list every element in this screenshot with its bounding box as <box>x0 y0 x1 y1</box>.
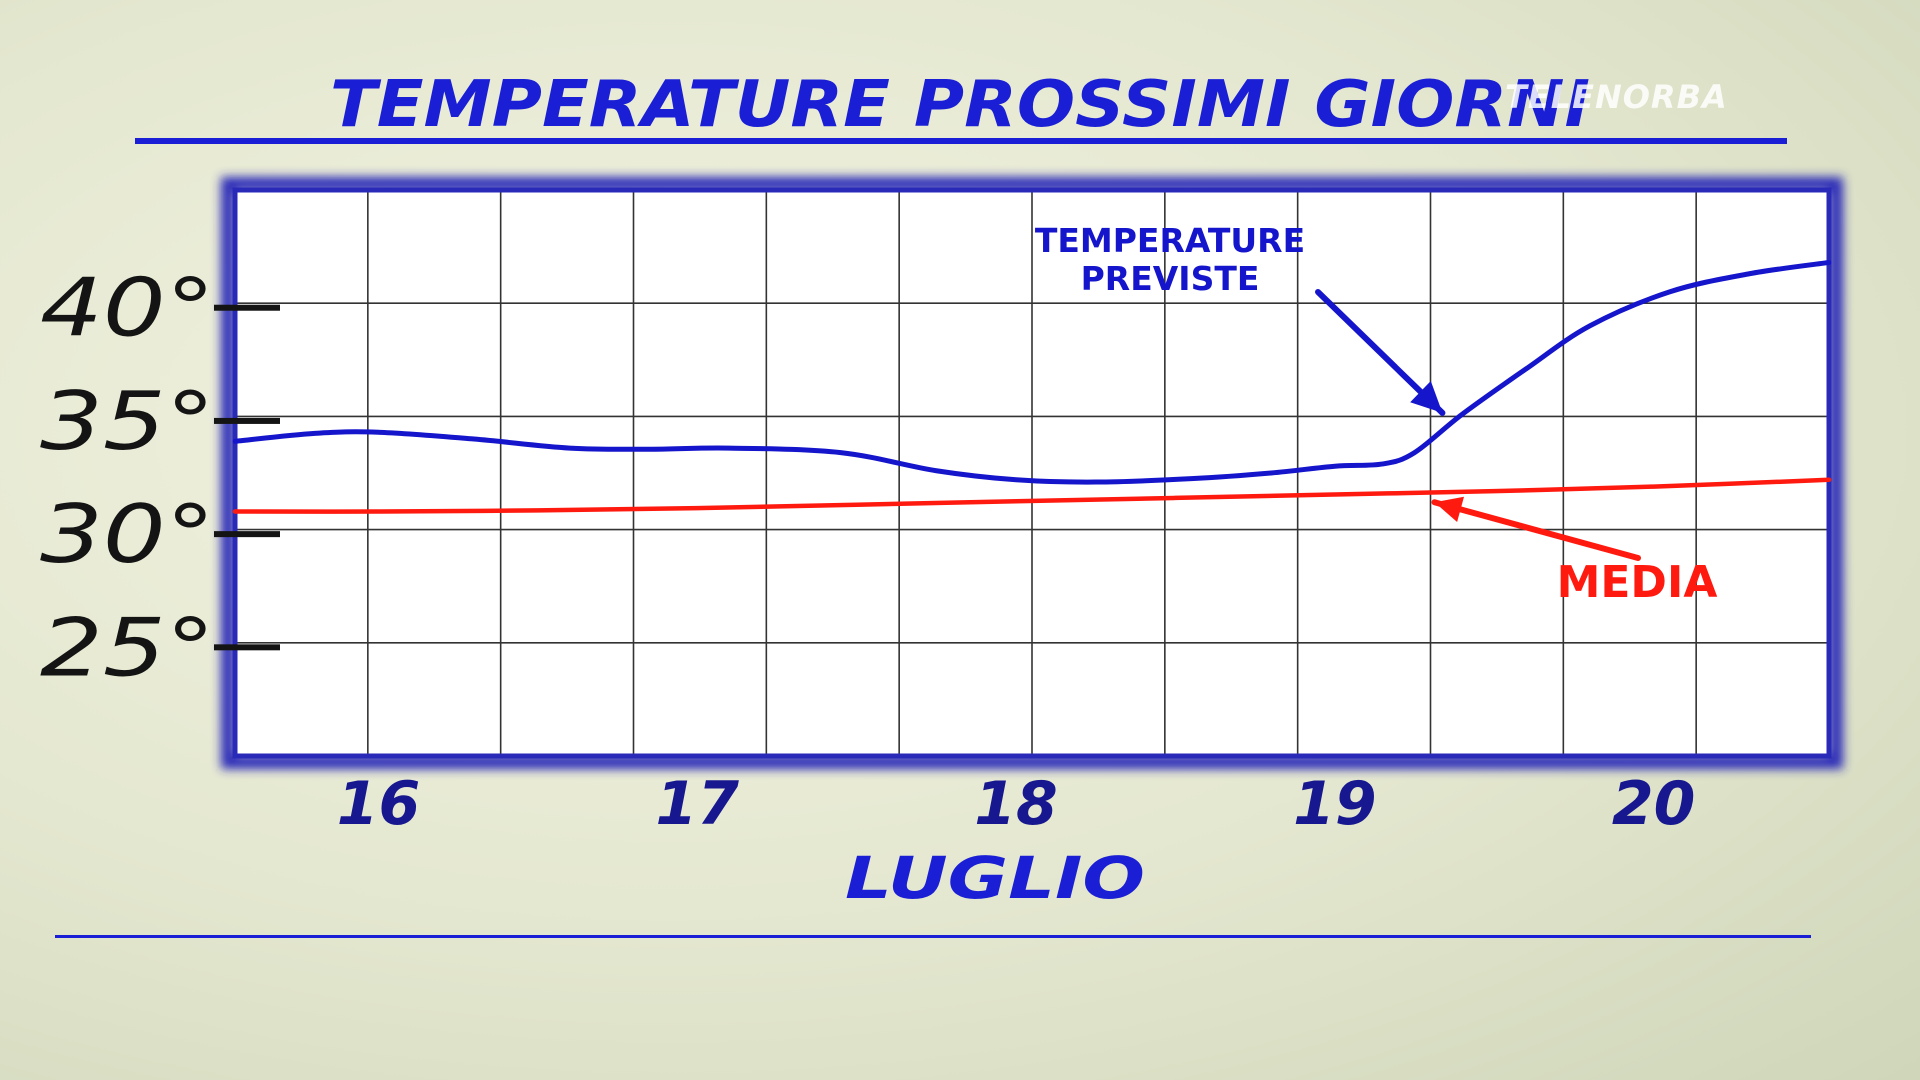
y-tick-label: 40° <box>40 262 215 355</box>
plot-glow <box>221 177 1843 769</box>
annotation-arrow-head <box>1434 496 1465 522</box>
title-underline <box>135 138 1787 144</box>
plot-border <box>232 187 1832 759</box>
y-tick-mark <box>214 304 280 311</box>
annotation-label-temperature-previste: TEMPERATURE <box>1035 221 1305 260</box>
annotation-arrow-shaft <box>1431 499 1641 561</box>
y-tick-mark <box>214 531 280 538</box>
series-layer <box>232 259 1832 514</box>
x-tick-label: 16 <box>337 769 421 839</box>
x-tick-label: 19 <box>1293 769 1377 839</box>
y-tick-label: 25° <box>40 601 215 694</box>
x-tick-label: 20 <box>1612 769 1696 839</box>
y-tick-mark <box>214 417 280 424</box>
series-line-temperature-previste <box>232 259 1832 485</box>
x-axis-label: LUGLIO <box>845 844 1145 912</box>
annotation-label-media: MEDIA <box>1557 557 1718 608</box>
y-tick-label: 35° <box>40 375 215 468</box>
chart-title: TEMPERATURE PROSSIMI GIORNI <box>330 68 1590 142</box>
y-axis: 40° 35° 30° 25° <box>40 262 280 694</box>
x-tick-label: 17 <box>656 769 740 839</box>
x-tick-label: 18 <box>974 769 1058 839</box>
series-line-media <box>232 477 1832 514</box>
y-tick-mark <box>214 644 280 651</box>
annotation-arrow-head <box>1410 380 1443 413</box>
x-axis: 16 17 18 19 20 <box>337 769 1696 839</box>
grid <box>235 190 1829 756</box>
channel-watermark: TELENORBA <box>1505 78 1728 116</box>
bottom-divider <box>55 935 1811 938</box>
annotation-label-temperature-previste: PREVISTE <box>1081 259 1260 298</box>
y-tick-label: 30° <box>40 488 215 581</box>
